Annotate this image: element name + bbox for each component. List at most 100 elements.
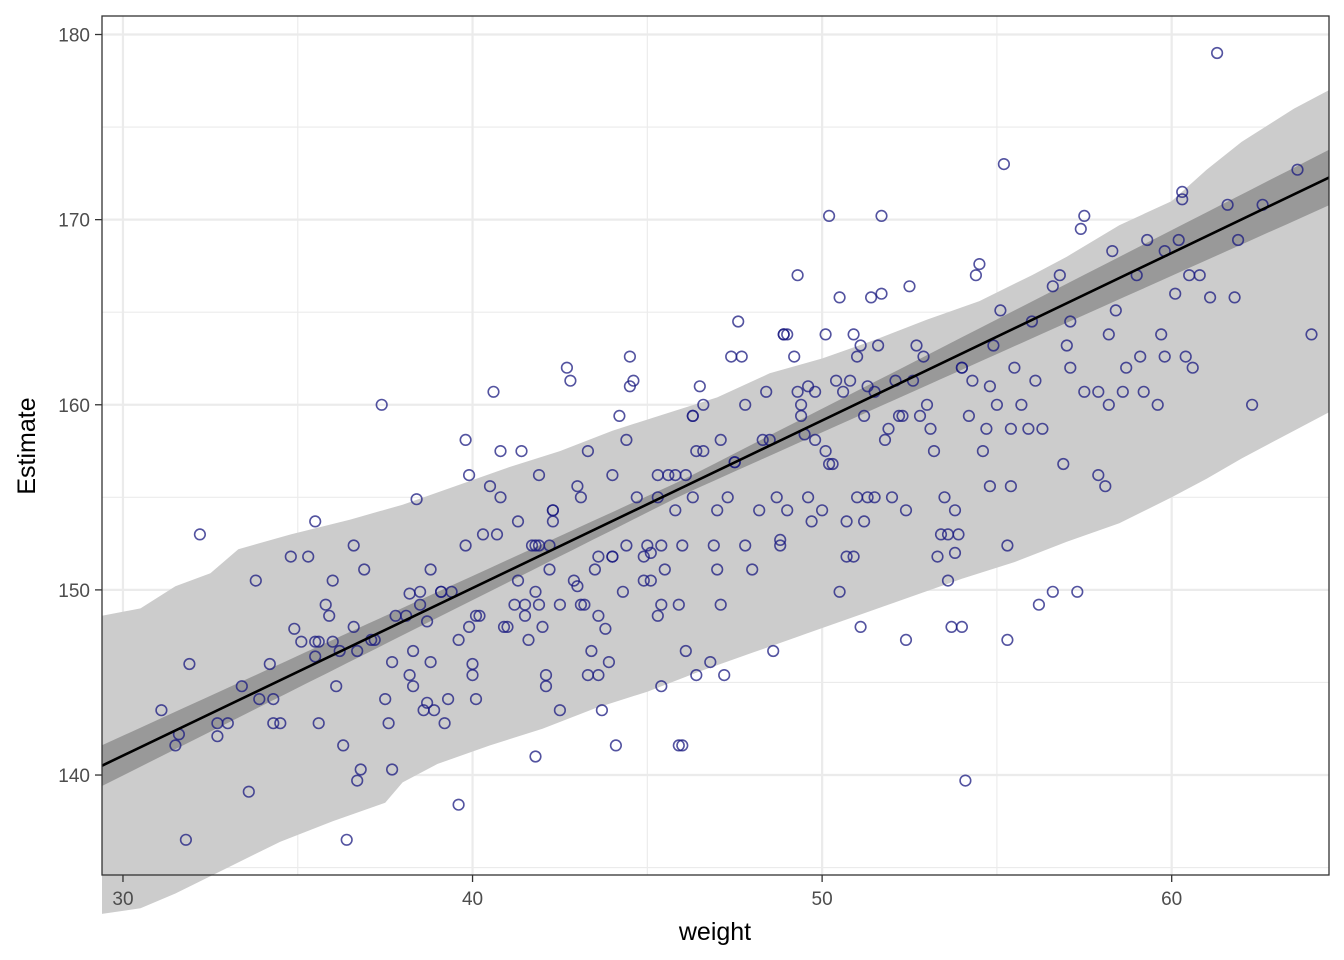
data-point xyxy=(948,504,962,517)
data-point xyxy=(351,644,364,658)
data-point xyxy=(658,563,671,576)
data-point xyxy=(183,657,196,671)
data-points xyxy=(155,46,1318,846)
data-point xyxy=(739,398,752,411)
data-point xyxy=(1228,291,1241,304)
data-point xyxy=(1102,328,1115,341)
data-point xyxy=(543,563,556,576)
data-point xyxy=(672,598,685,611)
data-point xyxy=(976,445,990,458)
data-point xyxy=(309,650,322,663)
data-point xyxy=(599,622,612,635)
data-point xyxy=(1158,350,1171,363)
y-tick-label: 150 xyxy=(58,581,90,602)
data-point xyxy=(1172,233,1185,247)
data-point xyxy=(952,528,965,541)
data-point xyxy=(983,480,997,493)
x-tick-label: 40 xyxy=(462,889,483,910)
data-point xyxy=(1099,480,1112,493)
data-point xyxy=(641,539,654,552)
data-point xyxy=(511,574,525,587)
data-point xyxy=(267,717,280,730)
data-point xyxy=(739,539,752,552)
data-point xyxy=(546,515,560,528)
data-point xyxy=(1151,398,1164,411)
data-point xyxy=(585,644,598,658)
data-point xyxy=(1001,539,1014,552)
data-point xyxy=(494,491,507,504)
data-point xyxy=(330,680,343,693)
data-point xyxy=(459,433,472,447)
data-point xyxy=(767,644,780,658)
data-point xyxy=(1106,245,1119,258)
x-tick-label: 60 xyxy=(1161,889,1182,910)
data-point xyxy=(1137,385,1150,398)
data-point xyxy=(1176,185,1189,198)
data-point xyxy=(263,657,276,671)
x-tick-label: 50 xyxy=(812,889,833,910)
data-point xyxy=(868,491,881,504)
data-point xyxy=(592,668,605,682)
data-point xyxy=(553,704,567,717)
data-point xyxy=(602,655,616,669)
data-point xyxy=(452,798,465,811)
data-point xyxy=(532,598,546,611)
data-point xyxy=(934,528,948,541)
data-point xyxy=(948,546,962,560)
data-point xyxy=(693,380,706,393)
data-point xyxy=(613,409,626,423)
data-point xyxy=(892,409,906,423)
data-point xyxy=(669,504,682,517)
data-point xyxy=(424,655,437,669)
data-point xyxy=(746,563,759,576)
data-point xyxy=(179,833,192,846)
data-point xyxy=(637,550,650,563)
data-point xyxy=(815,504,829,517)
data-point xyxy=(973,258,986,271)
data-point xyxy=(760,385,773,398)
data-point xyxy=(536,620,549,634)
data-point xyxy=(980,422,993,435)
data-point xyxy=(463,469,476,482)
data-point xyxy=(871,339,885,352)
data-point xyxy=(253,692,266,706)
x-axis: 30 40 50 60 xyxy=(112,875,1182,910)
data-point xyxy=(955,361,969,374)
data-point xyxy=(1022,422,1035,435)
data-point xyxy=(407,680,420,693)
data-point xyxy=(822,457,836,471)
data-point xyxy=(333,644,346,658)
regression-line xyxy=(101,176,1330,767)
data-point xyxy=(920,398,934,411)
data-point xyxy=(637,574,650,587)
data-point xyxy=(847,550,860,563)
data-point xyxy=(354,763,367,776)
data-point xyxy=(917,350,930,363)
data-point xyxy=(711,504,724,517)
data-point xyxy=(714,598,727,611)
data-point xyxy=(1053,269,1066,282)
data-point xyxy=(483,480,497,493)
data-point xyxy=(553,598,567,611)
data-point xyxy=(221,717,234,730)
data-point xyxy=(679,644,692,658)
data-point xyxy=(326,635,339,648)
data-point xyxy=(850,350,864,363)
data-point xyxy=(819,328,832,341)
data-point xyxy=(375,398,388,411)
data-point xyxy=(1064,315,1077,328)
prediction-interval-band xyxy=(102,90,1329,914)
data-point xyxy=(959,774,972,787)
data-point xyxy=(770,491,783,504)
data-point xyxy=(407,644,420,658)
data-point xyxy=(833,585,846,598)
data-point xyxy=(662,469,675,482)
data-point xyxy=(969,269,983,282)
data-point xyxy=(801,491,815,504)
data-point xyxy=(1210,46,1224,60)
data-point xyxy=(686,491,699,504)
data-point xyxy=(442,692,455,706)
data-point xyxy=(386,655,399,669)
data-point xyxy=(235,680,248,693)
data-point xyxy=(903,280,916,293)
